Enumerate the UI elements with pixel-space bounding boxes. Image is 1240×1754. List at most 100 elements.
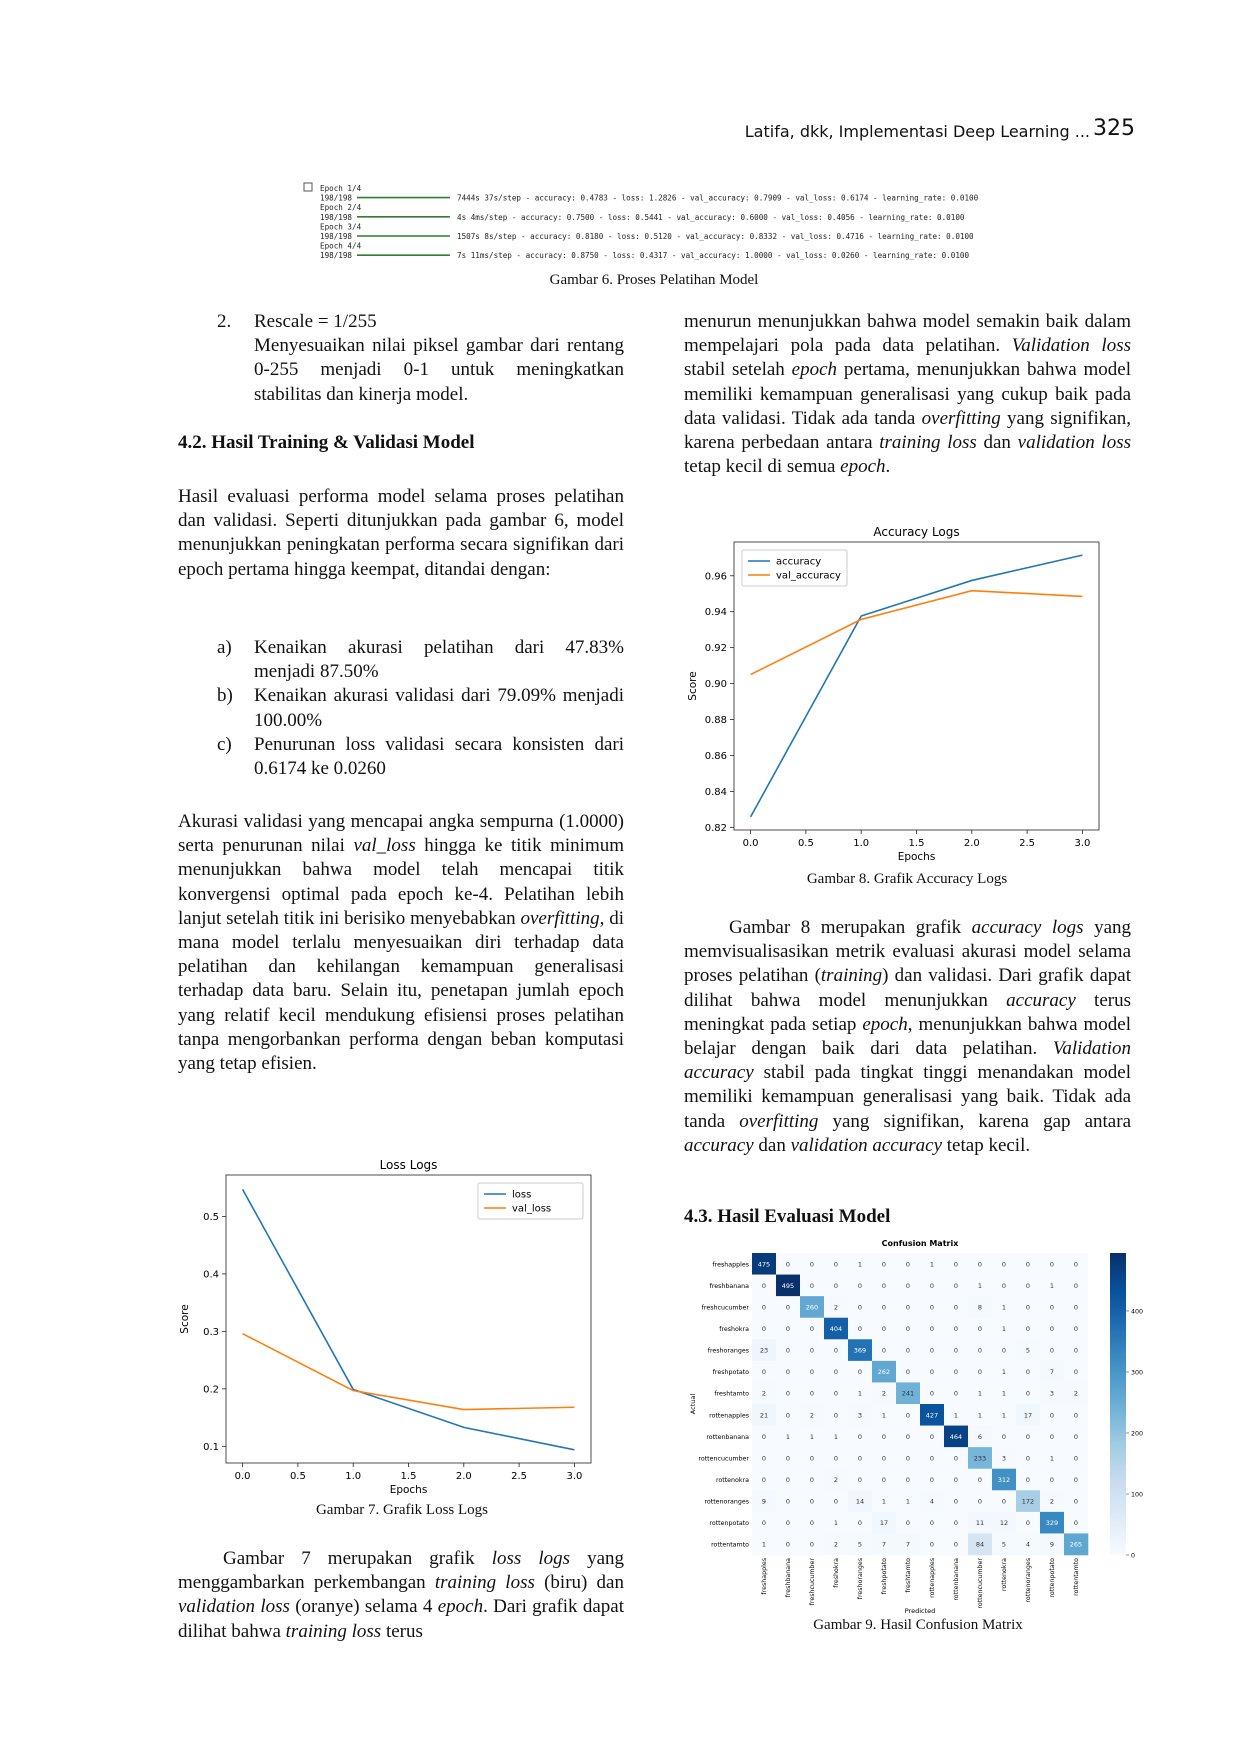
- cell: [944, 1253, 969, 1275]
- text-run: tetap kecil di semua: [684, 456, 841, 478]
- colorbar-tick-label: 0: [1131, 1553, 1135, 1560]
- series-line: [241, 1188, 575, 1451]
- cell: [1064, 1382, 1089, 1405]
- cell-label: 0: [954, 1282, 958, 1290]
- cell: [896, 1533, 921, 1556]
- cell: [992, 1447, 1017, 1470]
- cell: [776, 1425, 801, 1448]
- log-text: 198/198: [320, 251, 352, 260]
- list-item: c) Penurunan loss validasi secara konsist…: [217, 733, 624, 781]
- x-tick-label: 1.0: [345, 1471, 361, 1482]
- cell: [1016, 1425, 1041, 1448]
- item: Rescale = 1/255 Menyesuaikan nilai pikse…: [254, 310, 624, 407]
- cell-label: 0: [882, 1476, 886, 1484]
- cell-label: 241: [902, 1390, 914, 1398]
- cell: [848, 1447, 873, 1470]
- caption: Gambar 7. Grafik Loss Logs: [315, 1502, 489, 1518]
- cell-label: 0: [1026, 1325, 1030, 1333]
- cell-label: 0: [858, 1368, 862, 1376]
- page-number: 325: [1093, 116, 1135, 141]
- series-line: [749, 554, 1083, 818]
- cell-label: 0: [834, 1260, 838, 1268]
- italic-run: Validation loss: [1011, 335, 1131, 357]
- colorbar: [1110, 1253, 1126, 1555]
- text-run: .: [885, 456, 891, 478]
- cell-label: 5: [1026, 1347, 1030, 1355]
- cell: [800, 1490, 825, 1513]
- cell: [752, 1253, 777, 1275]
- y-axis-label: Score: [179, 1304, 191, 1333]
- cell-label: 0: [810, 1282, 814, 1290]
- cell-label: 464: [950, 1433, 962, 1441]
- cell: [968, 1447, 993, 1470]
- heading: 4.3. Hasil Evaluasi Model: [684, 1206, 891, 1227]
- cell: [896, 1317, 921, 1340]
- cell-label: 1: [1050, 1282, 1054, 1290]
- cell: [800, 1511, 825, 1534]
- cell-label: 0: [978, 1498, 982, 1506]
- cell-label: 0: [882, 1454, 886, 1462]
- cell: [1016, 1317, 1041, 1340]
- x-tick-label: 3.0: [1074, 838, 1090, 849]
- cell-label: 0: [810, 1368, 814, 1376]
- column-label: freshokra: [833, 1558, 840, 1588]
- column-label: freshapples: [761, 1558, 768, 1595]
- text-run: tetap kecil.: [942, 1134, 1031, 1156]
- italic-run: overfitting: [921, 407, 1001, 429]
- italic-run: training: [820, 965, 883, 987]
- cell-label: 8: [978, 1303, 982, 1311]
- x-tick-label: 3.0: [566, 1471, 582, 1482]
- cell: [848, 1339, 873, 1362]
- cell-label: 0: [858, 1433, 862, 1441]
- cell: [752, 1490, 777, 1513]
- italic-run: training loss: [434, 1572, 535, 1594]
- cell-label: 5: [1002, 1541, 1006, 1549]
- cell-label: 0: [930, 1476, 934, 1484]
- cell-label: 369: [854, 1347, 866, 1355]
- cell: [752, 1533, 777, 1556]
- text-run: stabil pada tingkat tinggi menandakan mo…: [684, 1062, 1131, 1132]
- cell: [848, 1468, 873, 1491]
- cell: [1040, 1382, 1065, 1405]
- cell-label: 0: [954, 1476, 958, 1484]
- text-run: , di mana model terlalu menyesuaikan dir…: [178, 907, 624, 1075]
- legend-label: val_accuracy: [776, 571, 841, 582]
- cell: [776, 1360, 801, 1383]
- cell: [944, 1382, 969, 1405]
- cell-label: 7: [882, 1541, 886, 1549]
- cell-label: 7: [906, 1541, 910, 1549]
- italic-run: training loss: [285, 1620, 382, 1642]
- cell-label: 1: [954, 1411, 958, 1419]
- italic-run: overfitting: [520, 907, 600, 929]
- y-axis-label: Actual: [689, 1394, 697, 1415]
- text-run: Hasil evaluasi performa model selama pro…: [178, 486, 624, 580]
- cell-label: 0: [906, 1519, 910, 1527]
- paragraph-box: Gambar 8 merupakan grafik accuracy logs …: [684, 916, 1131, 1158]
- cell: [968, 1360, 993, 1383]
- cell: [1064, 1511, 1089, 1534]
- cell-label: 0: [834, 1282, 838, 1290]
- chart-title: Accuracy Logs: [873, 525, 959, 539]
- row-label: freshapples: [712, 1261, 749, 1268]
- cell: [1040, 1296, 1065, 1319]
- column-label: rottenpotato: [1049, 1558, 1056, 1598]
- cell: [920, 1296, 945, 1319]
- cell-label: 0: [1002, 1498, 1006, 1506]
- cell: [800, 1296, 825, 1319]
- cell-label: 0: [882, 1325, 886, 1333]
- y-tick-label: 0.5: [203, 1212, 219, 1223]
- cell: [920, 1533, 945, 1556]
- cell: [776, 1339, 801, 1362]
- text-run: yang menggambarkan perkembangan: [178, 1548, 625, 1594]
- cell-label: 0: [882, 1433, 886, 1441]
- cell: [992, 1468, 1017, 1491]
- cell-label: 0: [762, 1433, 766, 1441]
- cell: [1040, 1360, 1065, 1383]
- text-run: pertama, menunjukkan bahwa model memilik…: [684, 359, 1131, 429]
- cell-label: 262: [878, 1368, 890, 1376]
- cell: [872, 1447, 897, 1470]
- heading: 4.2. Hasil Training & Validasi Model: [178, 432, 475, 453]
- cell: [1040, 1533, 1065, 1556]
- cell: [896, 1382, 921, 1405]
- y-tick-label: 0.92: [705, 643, 727, 654]
